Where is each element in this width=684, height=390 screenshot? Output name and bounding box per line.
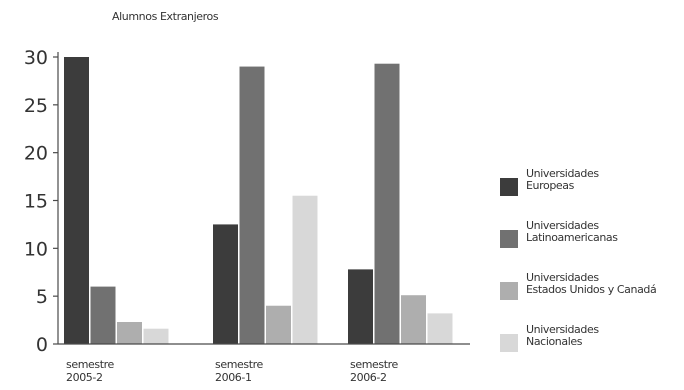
legend-label-line: Nacionales bbox=[526, 335, 583, 348]
bar-1-series-3 bbox=[117, 321, 142, 344]
x-category-label-line: semestre bbox=[215, 358, 264, 371]
y-tick-label: 25 bbox=[24, 95, 48, 117]
legend: Universidades Europeas Universidades Latino… bbox=[500, 168, 684, 376]
bar-3-series-1 bbox=[348, 269, 373, 344]
legend-label-line: Europeas bbox=[526, 179, 574, 192]
x-category-label: semestre 2005-2 bbox=[66, 358, 115, 384]
y-tick-label: 5 bbox=[36, 286, 48, 308]
bar-1-series-2 bbox=[90, 286, 116, 344]
x-category-label-line: semestre bbox=[66, 358, 115, 371]
legend-item: Universidades Estados Unidos y Canadá bbox=[500, 272, 684, 324]
bar-2-series-2 bbox=[239, 66, 265, 345]
y-tick-label: 30 bbox=[24, 47, 48, 69]
x-category-label-line: 2006-1 bbox=[215, 371, 252, 384]
legend-item: Universidades Nacionales bbox=[500, 324, 684, 376]
legend-label: Universidades Latinoamericanas bbox=[526, 220, 618, 244]
bar-3-series-4 bbox=[427, 313, 453, 344]
bar-3-series-2 bbox=[374, 63, 400, 345]
x-category-label: semestre 2006-1 bbox=[215, 358, 264, 384]
x-category-label-line: 2005-2 bbox=[66, 371, 103, 384]
legend-label: Universidades Europeas bbox=[526, 168, 599, 192]
x-category-label-line: 2006-2 bbox=[350, 371, 387, 384]
legend-label-line: Universidades bbox=[526, 219, 599, 232]
chart-title: Alumnos Extranjeros bbox=[112, 10, 219, 23]
bars bbox=[64, 57, 453, 345]
bar-2-series-4 bbox=[292, 195, 318, 344]
y-tick-label: 20 bbox=[24, 143, 48, 165]
legend-swatch bbox=[500, 334, 518, 352]
y-tick-label: 10 bbox=[24, 238, 48, 260]
legend-swatch bbox=[500, 178, 518, 196]
y-tick-label: 0 bbox=[36, 334, 48, 356]
legend-item: Universidades Latinoamericanas bbox=[500, 220, 684, 272]
x-category-label: semestre 2006-2 bbox=[350, 358, 399, 384]
legend-item: Universidades Europeas bbox=[500, 168, 684, 220]
bar-2-series-3 bbox=[266, 305, 291, 344]
x-category-label-line: semestre bbox=[350, 358, 399, 371]
legend-label-line: Latinoamericanas bbox=[526, 231, 618, 244]
bar-1-series-4 bbox=[143, 328, 169, 344]
legend-label-line: Universidades bbox=[526, 323, 599, 336]
legend-label-line: Estados Unidos y Canadá bbox=[526, 283, 657, 296]
legend-swatch bbox=[500, 282, 518, 300]
legend-label-line: Universidades bbox=[526, 167, 599, 180]
legend-label: Universidades Estados Unidos y Canadá bbox=[526, 271, 657, 296]
y-axis: 0 5 10 15 20 25 30 bbox=[24, 47, 59, 356]
legend-label: Universidades Nacionales bbox=[526, 324, 599, 348]
y-tick-label: 15 bbox=[24, 191, 48, 213]
legend-label-line: Universidades bbox=[526, 271, 599, 284]
bar-2-series-1 bbox=[213, 224, 238, 344]
bar-3-series-3 bbox=[401, 295, 426, 344]
legend-swatch bbox=[500, 230, 518, 248]
bar-1-series-1 bbox=[64, 57, 89, 344]
